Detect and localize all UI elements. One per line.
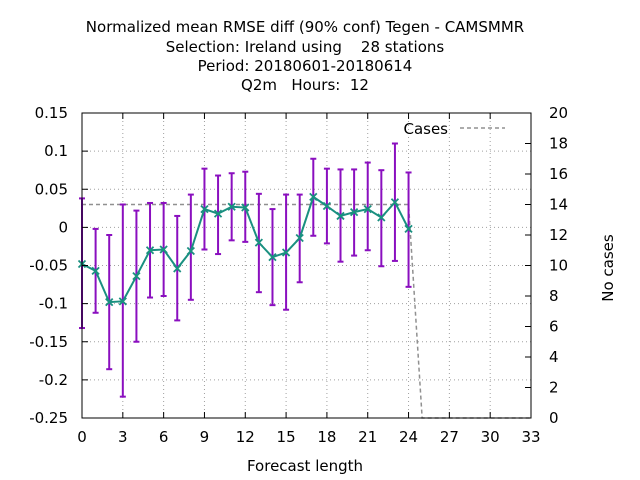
x-tick-label: 15 [277,428,296,446]
y2-tick-label: 10 [549,257,568,275]
y2-tick-label: 12 [549,226,568,244]
data-point-marker [200,204,209,214]
data-point-marker [281,248,291,257]
y-tick-label: -0.1 [39,295,68,313]
data-point-marker [390,198,400,207]
y2-tick-label: 4 [549,348,559,366]
y2-tick-label: 16 [549,165,568,183]
data-point-marker [173,264,182,273]
x-tick-label: 9 [200,428,210,446]
y-tick-label: 0.15 [35,104,68,122]
y2-axis-ticks: 0 2 4 6 8 10 12 14 16 18 20 [525,104,568,427]
data-point-marker [159,245,168,254]
data-point-marker [145,246,155,255]
x-tick-label: 18 [317,428,336,446]
data-point-marker [404,224,413,234]
data-point-marker [227,202,236,211]
x-axis-ticks: 0 3 6 9 12 15 18 21 24 27 30 33 [77,113,541,446]
y-tick-label: -0.05 [29,257,68,275]
legend: Cases [403,120,505,138]
x-tick-label: 3 [118,428,128,446]
x-tick-label: 12 [236,428,255,446]
rmse-diff-series [77,192,413,307]
x-tick-label: 0 [77,428,87,446]
y-tick-label: 0.05 [35,180,68,198]
data-point-marker [241,203,250,212]
data-point-marker [295,233,304,243]
title-line-1: Normalized mean RMSE diff (90% conf) Teg… [86,18,524,36]
data-point-marker [186,246,195,256]
data-point-marker [213,209,223,218]
y2-tick-label: 18 [549,135,568,153]
x-tick-label: 30 [481,428,500,446]
title-line-4: Q2m Hours: 12 [241,76,369,94]
y2-tick-label: 0 [549,409,559,427]
data-point-marker [322,201,332,211]
data-point-marker [254,238,264,247]
data-point-marker [132,272,141,281]
data-point-marker [309,192,318,202]
y2-tick-label: 8 [549,287,559,305]
y2-tick-label: 6 [549,318,559,336]
x-tick-label: 33 [521,428,540,446]
y2-tick-label: 14 [549,196,568,214]
x-axis-label: Forecast length [247,457,363,475]
data-point-marker [377,213,386,222]
legend-label-cases: Cases [403,120,448,138]
chart-title: Normalized mean RMSE diff (90% conf) Teg… [86,18,524,94]
data-point-marker [268,252,277,262]
x-tick-label: 21 [358,428,377,446]
data-point-marker [118,297,127,306]
y-tick-label: -0.2 [39,371,68,389]
y2-axis-label: No cases [599,234,617,302]
x-tick-label: 6 [159,428,169,446]
title-line-2: Selection: Ireland using 28 stations [166,38,445,56]
y-tick-label: -0.15 [29,333,68,351]
title-line-3: Period: 20180601-20180614 [198,57,413,75]
data-point-marker [349,207,359,217]
y2-tick-label: 20 [549,104,568,122]
y-tick-label: -0.25 [29,409,68,427]
error-bars [79,142,412,398]
y-tick-label: 0.1 [44,142,68,160]
x-tick-label: 24 [399,428,418,446]
data-point-marker [363,204,372,214]
data-point-marker [105,297,114,307]
y-axis-ticks: -0.25 -0.2 -0.15 -0.1 -0.05 0 0.05 0.1 0.15 [29,104,88,427]
data-point-marker [91,266,100,275]
x-tick-label: 27 [440,428,459,446]
data-point-marker [336,211,345,221]
y-tick-label: 0 [58,218,68,236]
y2-tick-label: 2 [549,379,559,397]
